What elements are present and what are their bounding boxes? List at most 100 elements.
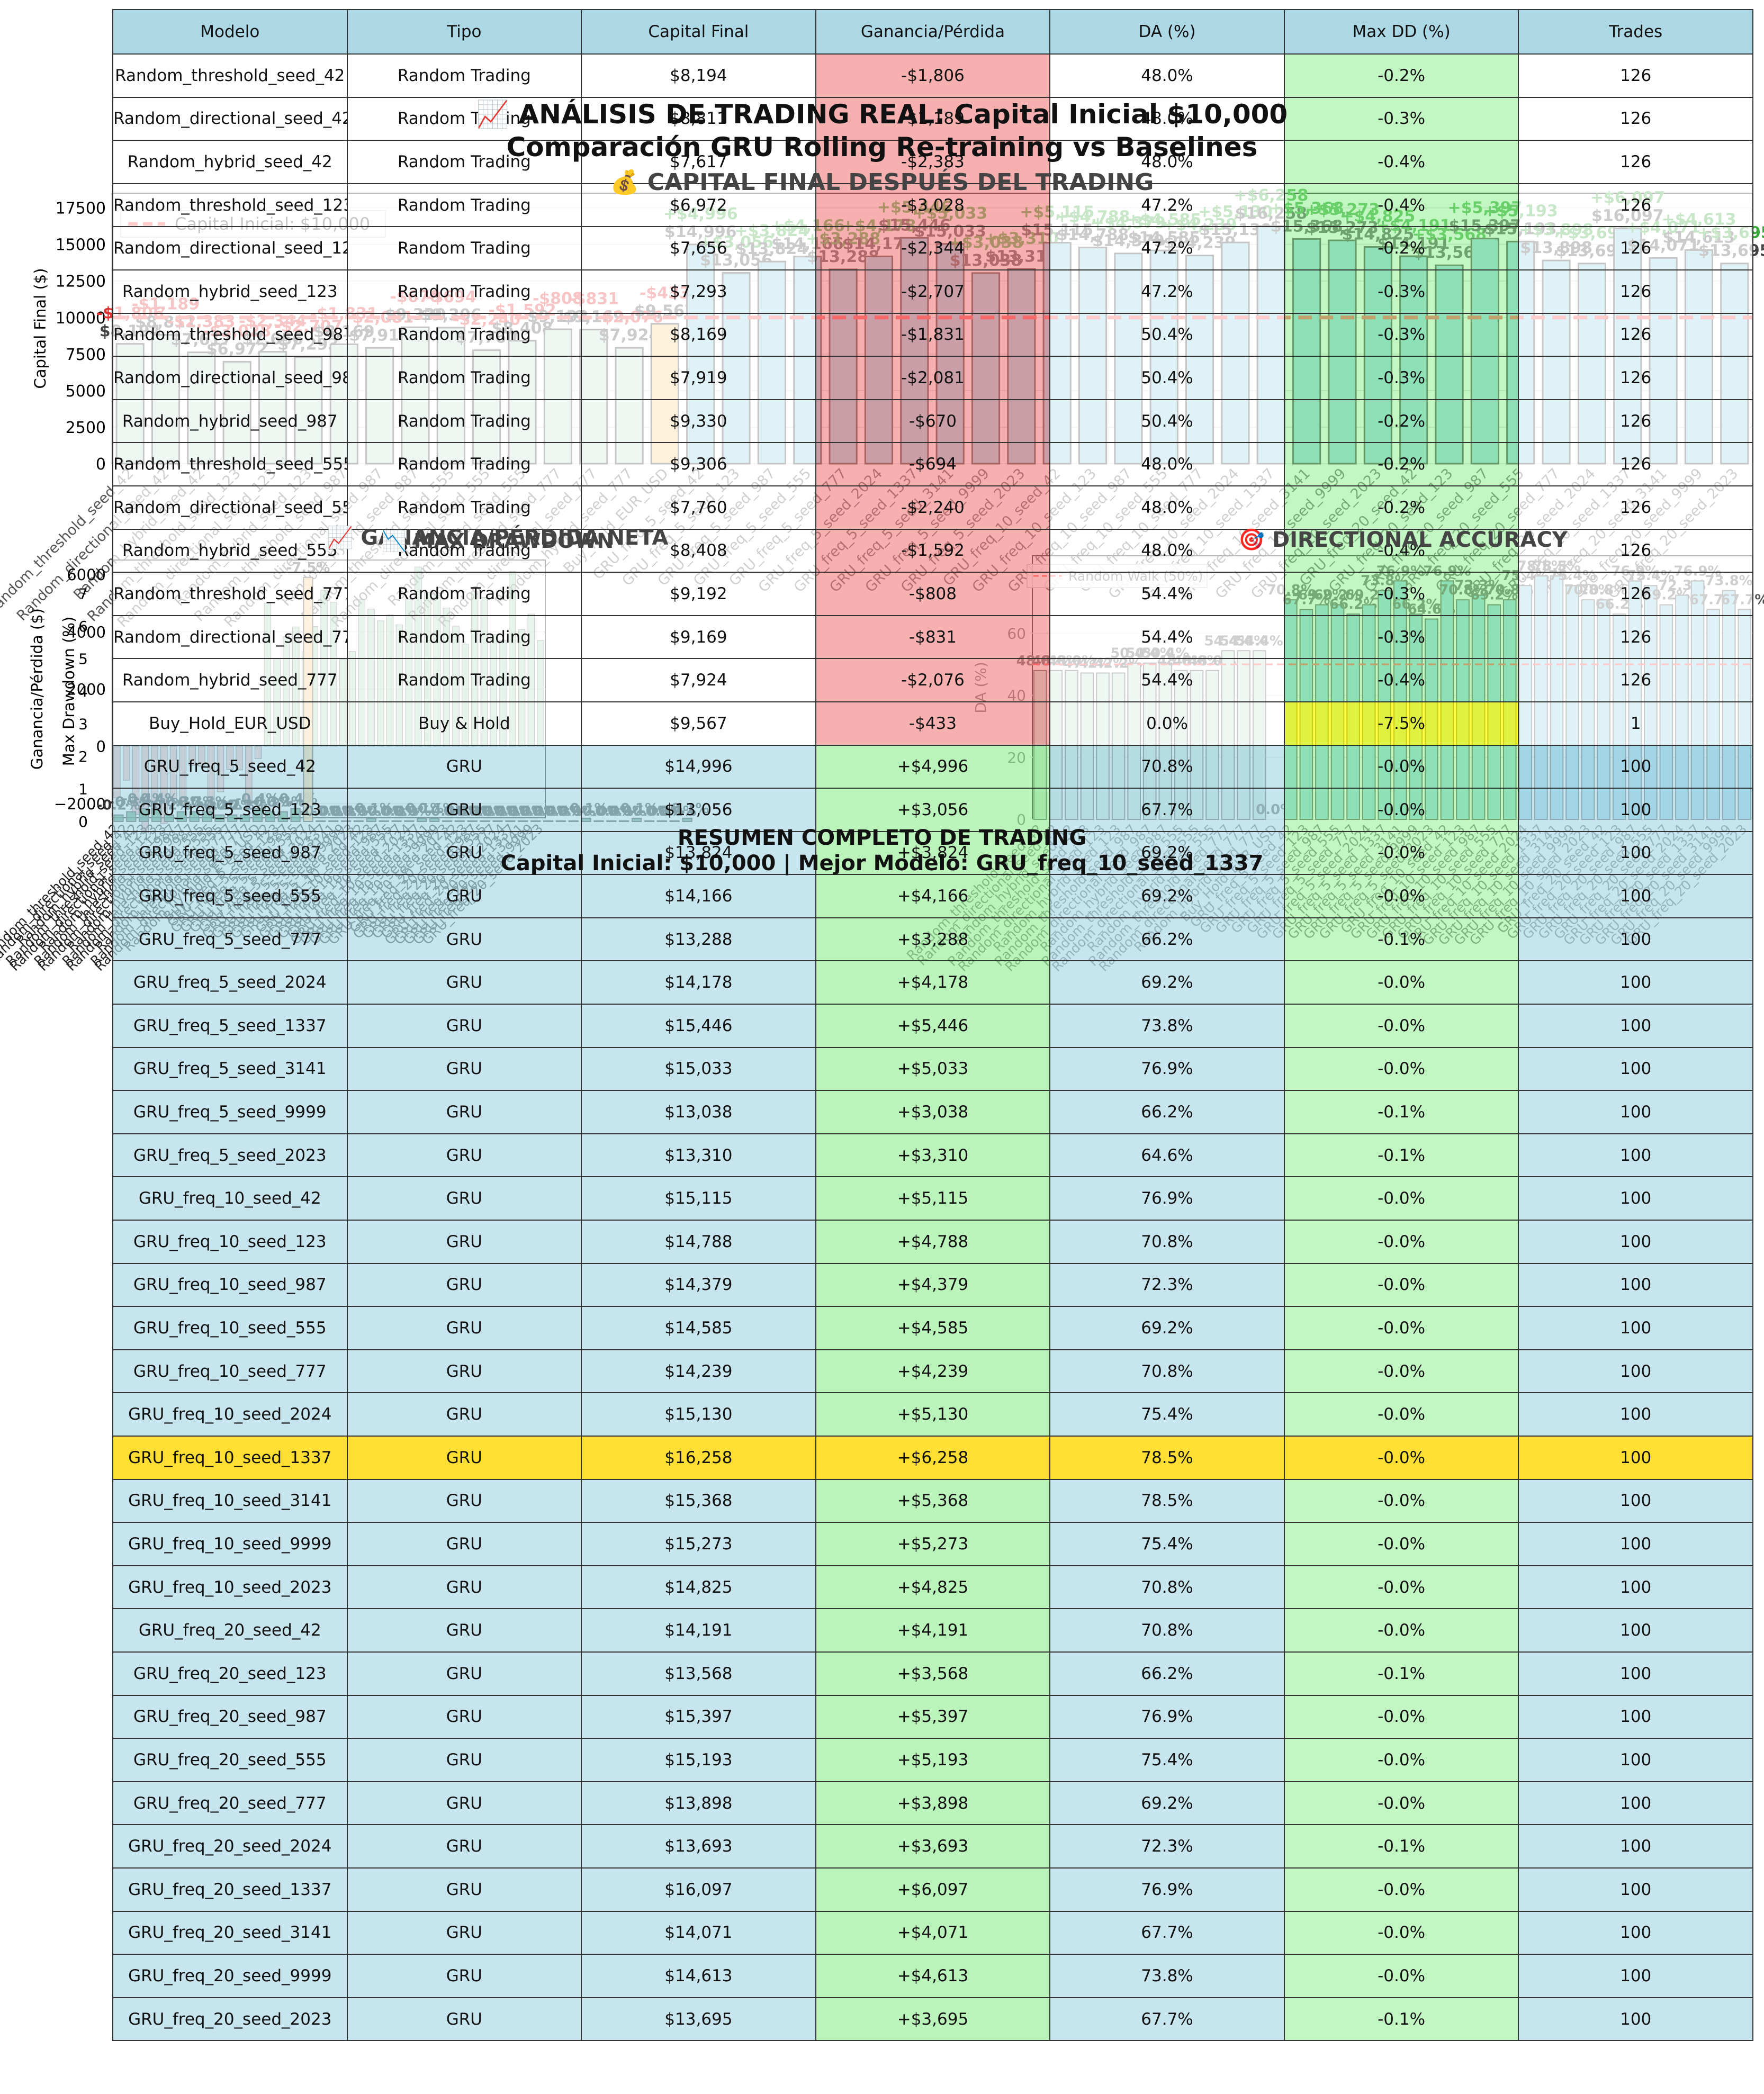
- table-cell: +$5,193: [815, 1738, 1051, 1782]
- table-cell: $7,293: [581, 269, 816, 314]
- table-cell: $15,115: [581, 1176, 816, 1221]
- gain-ytick-label: 2000: [67, 681, 106, 699]
- table-row: GRU_freq_20_seed_777 GRU $13,898 +$3,898 69.…: [112, 1781, 1753, 1826]
- table-cell: 126: [1518, 53, 1753, 98]
- table-cell: $14,178: [581, 960, 816, 1005]
- table-cell: $9,169: [581, 615, 816, 660]
- table-cell: $16,258: [581, 1436, 816, 1480]
- table-row: GRU_freq_5_seed_123 GRU $13,056 +$3,056 67.7…: [112, 788, 1753, 832]
- table-row: GRU_freq_10_seed_123 GRU $14,788 +$4,788 70.…: [112, 1220, 1753, 1264]
- table-row: Random_directional_seed_555 Random Tradin…: [112, 485, 1753, 530]
- table-cell: 64.6%: [1049, 1133, 1285, 1178]
- summary-table-container: Modelo Tipo Capital Final Ganancia/Pérdida D…: [112, 9, 1753, 2042]
- table-cell: $7,656: [581, 226, 816, 270]
- table-cell: GRU_freq_10_seed_3141: [112, 1478, 348, 1523]
- table-cell: -0.0%: [1283, 1436, 1519, 1480]
- table-cell: GRU_freq_10_seed_1337: [112, 1436, 348, 1480]
- table-cell: 126: [1518, 226, 1753, 270]
- table-cell: Random_hybrid_seed_123: [112, 269, 348, 314]
- table-cell: GRU_freq_5_seed_2024: [112, 960, 348, 1005]
- table-cell: +$4,585: [815, 1306, 1051, 1350]
- table-cell: -$670: [815, 399, 1051, 444]
- table-cell: 126: [1518, 485, 1753, 530]
- table-cell: GRU_freq_20_seed_2024: [112, 1824, 348, 1869]
- table-cell: 70.8%: [1049, 1608, 1285, 1653]
- table-cell: Random_threshold_seed_42: [112, 53, 348, 98]
- gain-ytick-label: −2000: [54, 795, 106, 813]
- table-cell: -0.0%: [1283, 1349, 1519, 1394]
- table-cell: $14,191: [581, 1608, 816, 1653]
- table-cell: GRU: [346, 1349, 582, 1394]
- table-cell: 100: [1518, 1694, 1753, 1739]
- column-header: Trades: [1518, 9, 1753, 55]
- table-cell: -$1,189: [815, 96, 1051, 141]
- table-cell: Random Trading: [346, 356, 582, 400]
- table-cell: GRU_freq_5_seed_123: [112, 788, 348, 832]
- table-cell: -0.0%: [1283, 1392, 1519, 1437]
- table-cell: 100: [1518, 874, 1753, 918]
- table-row: GRU_freq_10_seed_9999 GRU $15,273 +$5,273 75…: [112, 1522, 1753, 1566]
- gain-ylabel: Ganancia/Pérdida ($): [28, 608, 46, 770]
- table-cell: 48.0%: [1049, 53, 1285, 98]
- capital-chart-title: 💰 CAPITAL FINAL DESPUÉS DEL TRADING: [610, 169, 1154, 196]
- column-header: DA (%): [1049, 9, 1285, 55]
- table-cell: 66.2%: [1049, 917, 1285, 962]
- table-cell: 100: [1518, 1867, 1753, 1912]
- table-cell: 126: [1518, 356, 1753, 400]
- table-cell: $8,194: [581, 53, 816, 98]
- capital-ytick-label: 15000: [56, 236, 106, 255]
- table-row: Random_directional_seed_123 Random Tradin…: [112, 226, 1753, 270]
- table-cell: 126: [1518, 572, 1753, 616]
- table-cell: GRU: [346, 1046, 582, 1091]
- dd-ytick-label: 2: [78, 748, 88, 765]
- table-cell: 76.9%: [1049, 1694, 1285, 1739]
- table-cell: +$3,288: [815, 917, 1051, 962]
- table-cell: $13,824: [581, 831, 816, 875]
- table-cell: +$5,033: [815, 1046, 1051, 1091]
- table-cell: -0.0%: [1283, 1781, 1519, 1826]
- da-chart-title: 🎯 DIRECTIONAL ACCURACY: [1238, 528, 1568, 552]
- table-cell: GRU: [346, 1090, 582, 1134]
- table-header-row: Modelo Tipo Capital Final Ganancia/Pérdida D…: [112, 9, 1753, 55]
- table-cell: GRU: [346, 744, 582, 789]
- table-row: GRU_freq_10_seed_987 GRU $14,379 +$4,379 72.…: [112, 1262, 1753, 1307]
- table-cell: 47.2%: [1049, 226, 1285, 270]
- table-cell: GRU: [346, 1997, 582, 2042]
- dd-ytick-label: 0: [78, 813, 88, 831]
- table-row: GRU_freq_10_seed_555 GRU $14,585 +$4,585 69.…: [112, 1306, 1753, 1350]
- table-cell: 126: [1518, 658, 1753, 702]
- table-cell: 75.4%: [1049, 1392, 1285, 1437]
- table-cell: GRU: [346, 1262, 582, 1307]
- table-cell: Random Trading: [346, 615, 582, 660]
- table-cell: GRU_freq_20_seed_3141: [112, 1910, 348, 1955]
- table-cell: 100: [1518, 1133, 1753, 1178]
- table-cell: -0.2%: [1283, 399, 1519, 444]
- column-header: Tipo: [346, 9, 582, 55]
- table-cell: $15,273: [581, 1522, 816, 1566]
- table-cell: 47.2%: [1049, 269, 1285, 314]
- table-cell: GRU: [346, 831, 582, 875]
- table-cell: GRU: [346, 1954, 582, 1998]
- table-cell: GRU: [346, 917, 582, 962]
- summary-title: RESUMEN COMPLETO DE TRADING: [677, 826, 1087, 850]
- table-cell: $14,239: [581, 1349, 816, 1394]
- table-cell: GRU_freq_10_seed_987: [112, 1262, 348, 1307]
- table-cell: 100: [1518, 1997, 1753, 2042]
- table-cell: GRU: [346, 1306, 582, 1350]
- gain-ytick-label: 4000: [67, 623, 106, 641]
- table-cell: +$4,996: [815, 744, 1051, 789]
- dd-ytick-label: 6: [78, 618, 88, 635]
- table-cell: +$3,056: [815, 788, 1051, 832]
- table-row-best: GRU_freq_10_seed_1337 GRU $16,258 +$6,258 78…: [112, 1436, 1753, 1480]
- table-cell: GRU: [346, 1781, 582, 1826]
- table-row: Random_hybrid_seed_555 Random Trading $8,4…: [112, 528, 1753, 573]
- table-cell: 100: [1518, 1954, 1753, 1998]
- table-row: Random_hybrid_seed_987 Random Trading $9,3…: [112, 399, 1753, 444]
- table-cell: $14,788: [581, 1220, 816, 1264]
- table-cell: 126: [1518, 442, 1753, 486]
- table-cell: -0.0%: [1283, 788, 1519, 832]
- table-cell: -$694: [815, 442, 1051, 486]
- table-cell: $15,193: [581, 1738, 816, 1782]
- table-cell: GRU: [346, 1004, 582, 1048]
- table-cell: 100: [1518, 788, 1753, 832]
